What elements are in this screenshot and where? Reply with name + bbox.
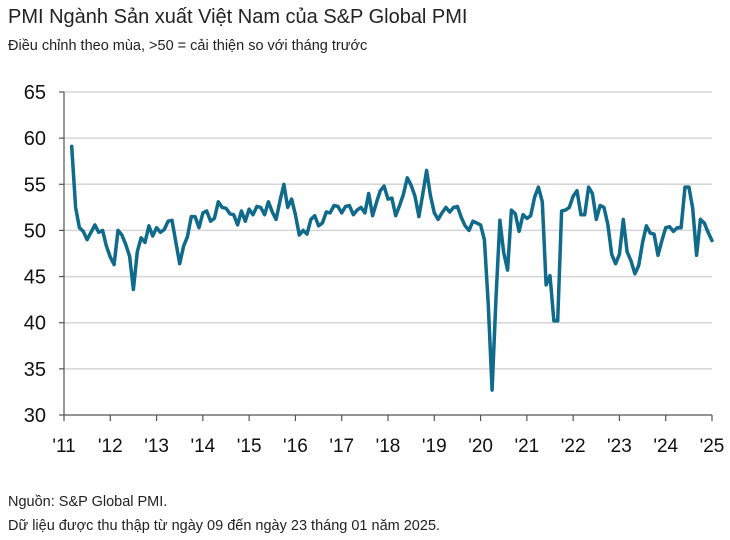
y-tick-label: 40	[24, 313, 46, 335]
x-tick-label: '22	[561, 436, 586, 457]
chart-subtitle: Điều chỉnh theo mùa, >50 = cải thiện so …	[8, 38, 368, 54]
x-tick-label: '17	[329, 436, 354, 457]
x-tick-label: '18	[376, 436, 401, 457]
y-tick-label: 55	[24, 174, 46, 196]
x-tick-label: '25	[700, 436, 725, 457]
y-tick-label: 35	[24, 359, 46, 381]
y-tick-label: 50	[24, 220, 46, 242]
y-tick-labels: 30 35 40 45 50 55 60 65	[24, 82, 46, 427]
x-tick-label: '16	[283, 436, 308, 457]
y-tick-label: 30	[24, 405, 46, 427]
axes	[59, 91, 713, 421]
x-tick-label: '14	[190, 436, 215, 457]
source-note: Nguồn: S&P Global PMI.	[8, 494, 168, 510]
x-tick-label: '24	[653, 436, 678, 457]
x-tick-label: '23	[607, 436, 632, 457]
y-tick-label: 65	[24, 82, 46, 104]
x-tick-label: '21	[514, 436, 539, 457]
x-tick-labels: '11 '12 '13 '14 '15 '16 '17 '18 '19 '20 '21 '22 '23 '…	[52, 436, 724, 457]
x-tick-label: '20	[468, 436, 493, 457]
series-layer	[69, 144, 714, 392]
x-tick-label: '13	[144, 436, 169, 457]
y-tick-label: 60	[24, 128, 46, 150]
x-tick-label: '12	[98, 436, 123, 457]
chart-title: PMI Ngành Sản xuất Việt Nam của S&P Glob…	[8, 6, 468, 28]
data-collection-note: Dữ liệu được thu thập từ ngày 09 đến ngà…	[8, 518, 441, 534]
x-tick-label: '15	[237, 436, 262, 457]
y-tick-label: 45	[24, 267, 46, 289]
x-tick-label: '19	[422, 436, 447, 457]
pmi-series-line	[69, 144, 714, 392]
gridlines	[64, 91, 712, 370]
x-tick-label: '11	[52, 436, 75, 457]
